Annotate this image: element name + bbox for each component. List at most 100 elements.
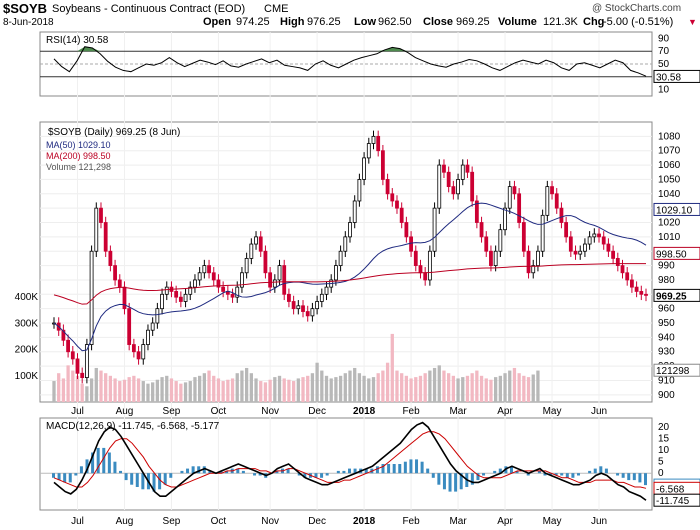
volume-bar [122, 379, 127, 402]
candle-body [456, 179, 460, 195]
volume-bar [395, 370, 399, 402]
candle-body [620, 265, 625, 274]
symbol[interactable]: $SOYB [3, 1, 48, 16]
macd-last-value: -11.745 [656, 496, 690, 507]
candle-body [390, 193, 395, 202]
candle-body [498, 229, 503, 252]
candle-body [470, 171, 475, 202]
macd-histogram-bar [130, 473, 134, 485]
volume-bar [216, 378, 221, 402]
candle-body [474, 200, 479, 223]
macd-histogram-bar [632, 473, 636, 481]
macd-histogram-bar [202, 466, 206, 474]
x-tick-label-bottom: Oct [211, 516, 227, 527]
macd-histogram-bar [141, 473, 145, 490]
volume-bar [338, 375, 343, 402]
candle-body [99, 207, 103, 223]
volume-bar [75, 375, 80, 402]
candle-body [611, 250, 616, 259]
volume-bar [329, 378, 333, 402]
candle-body [291, 301, 296, 310]
candle-body [113, 265, 117, 281]
price-tick-label: 940 [658, 332, 675, 343]
macd-histogram-bar [593, 468, 597, 474]
candle-body [362, 157, 366, 180]
price-tick-label: 990 [658, 261, 675, 272]
volume-bar [249, 373, 253, 402]
volume-bar [324, 375, 329, 402]
volume-bar [432, 367, 437, 402]
volume-bar [357, 373, 362, 402]
candle-body [127, 308, 132, 345]
x-tick-label-bottom: Dec [308, 516, 326, 527]
candle-body [564, 222, 569, 238]
volume-bar [160, 377, 164, 402]
macd-histogram-bar [236, 468, 240, 474]
candle-body [230, 293, 235, 298]
volume-bar [536, 370, 540, 402]
x-tick-label: Nov [261, 406, 279, 417]
macd-line [53, 421, 647, 501]
candle-body [66, 339, 70, 353]
volume-legend: Volume 121,298 [46, 162, 111, 172]
macd-histogram-bar [537, 470, 541, 474]
volume-bar [155, 379, 160, 402]
candle-body [540, 214, 545, 252]
down-arrow-icon: ▼ [688, 17, 697, 27]
volume-bar [301, 377, 305, 402]
volume-bar [277, 375, 282, 402]
macd-histogram-bar [225, 470, 229, 474]
macd-histogram-bar [426, 468, 430, 474]
macd-histogram-bar [498, 468, 502, 474]
volume-bar [207, 370, 211, 402]
macd-histogram-bar [409, 459, 413, 474]
macd-histogram-bar [191, 466, 195, 474]
watermark: @ StockCharts.com [592, 3, 682, 14]
volume-bar [390, 333, 394, 402]
x-tick-label: Jul [71, 406, 84, 417]
macd-histogram-bar [381, 464, 385, 474]
candle-body [442, 164, 446, 173]
macd-histogram-bar [158, 473, 162, 490]
candle-body [324, 286, 329, 295]
volume-bar [240, 370, 244, 402]
low-value: 962.50 [378, 16, 412, 28]
macd-histogram-bar [52, 473, 55, 478]
rsi-last-value-box [653, 69, 700, 83]
candle-body [108, 250, 113, 266]
instrument-name: Soybeans - Continuous Contract (EOD) [52, 3, 246, 15]
low-label: Low [354, 16, 376, 28]
x-tick-label: May [543, 406, 562, 417]
volume-bar [489, 379, 493, 402]
x-tick-label: Sep [163, 406, 181, 417]
candle-body [287, 293, 291, 302]
candle-body [249, 243, 254, 259]
ma50-legend: MA(50) 1029.10 [46, 140, 111, 150]
candle-body [258, 236, 263, 252]
volume-bar [296, 378, 300, 402]
candle-body [606, 243, 611, 252]
volume-bar [423, 373, 427, 402]
candle-body [89, 250, 94, 345]
macd-histogram-bar [415, 459, 419, 474]
macd-histogram-bar [604, 468, 608, 474]
macd-histogram-bar [403, 461, 407, 474]
candle-body [188, 286, 193, 295]
volume-bar [235, 373, 239, 402]
volume-bar [376, 373, 380, 402]
volume-bar [371, 377, 376, 402]
candle-body [536, 250, 540, 266]
macd-histogram-bar [113, 461, 117, 474]
chg-label: Chg [583, 16, 605, 28]
rsi-line [53, 46, 647, 77]
candle-body [489, 250, 493, 266]
volume-value: 121.3K [543, 16, 578, 28]
macd-histogram-bar [509, 466, 513, 474]
ma50-last-value-box [653, 202, 700, 216]
price-tick-label: 1080 [658, 131, 681, 142]
macd-tick-label: 5 [658, 457, 664, 468]
macd-legend: MACD(12,26,9) -11.745, -6.568, -5.177 [46, 421, 220, 432]
volume-bar [136, 378, 141, 402]
candle-body [545, 186, 550, 216]
candle-body [334, 265, 338, 281]
